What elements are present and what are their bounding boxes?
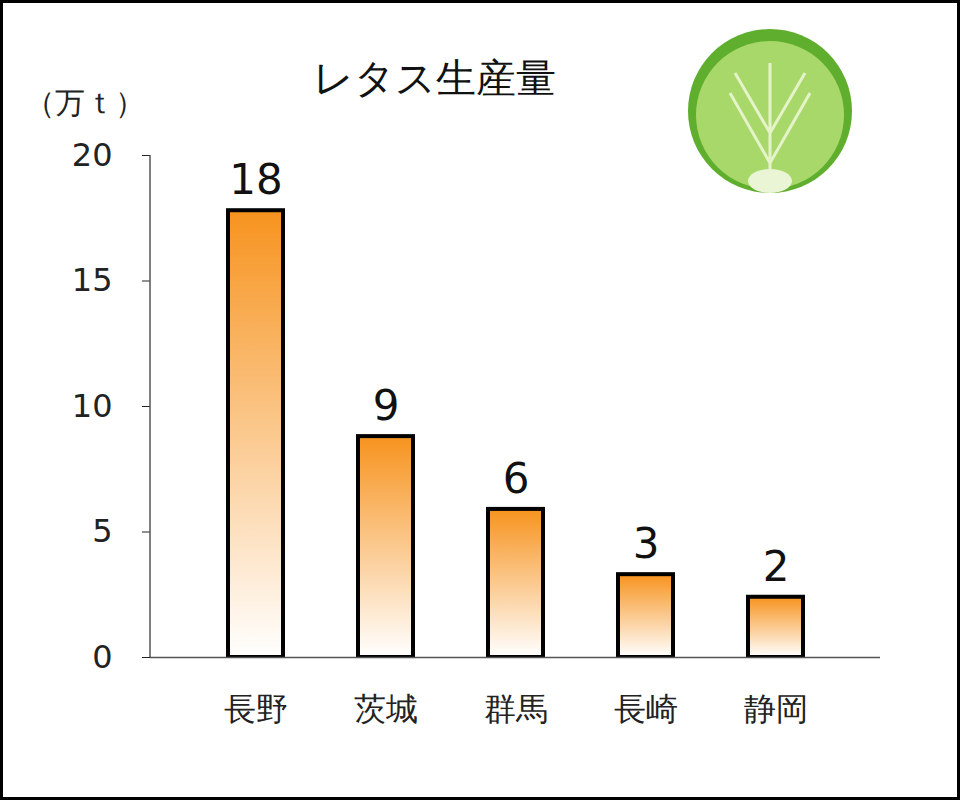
svg-text:長崎: 長崎 bbox=[614, 690, 678, 728]
html-text:（万ｔ）: （万ｔ） bbox=[25, 85, 145, 120]
svg-text:9: 9 bbox=[373, 381, 400, 430]
svg-text:2: 2 bbox=[763, 542, 790, 591]
html-text:レタス生産量: レタス生産量 bbox=[313, 55, 556, 101]
svg-text:10: 10 bbox=[72, 387, 113, 425]
svg-text:6: 6 bbox=[503, 454, 530, 503]
svg-text:0: 0 bbox=[92, 638, 112, 676]
svg-text:5: 5 bbox=[92, 512, 112, 550]
svg-text:静岡: 静岡 bbox=[744, 690, 808, 728]
svg-text:群馬: 群馬 bbox=[484, 690, 548, 728]
svg-text:20: 20 bbox=[72, 136, 113, 174]
svg-text:18: 18 bbox=[229, 155, 282, 204]
svg-text:茨城: 茨城 bbox=[354, 690, 418, 728]
svg-text:長野: 長野 bbox=[224, 690, 288, 728]
svg-text:3: 3 bbox=[633, 519, 660, 568]
svg-text:15: 15 bbox=[72, 261, 113, 299]
